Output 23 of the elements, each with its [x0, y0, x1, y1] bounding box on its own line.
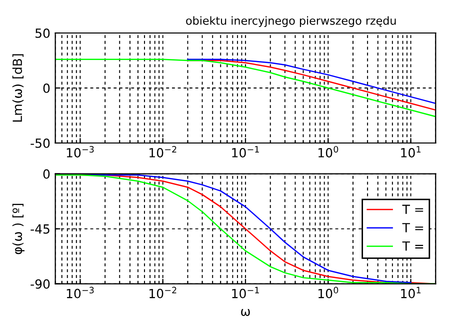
x-tick-label: 10$^{1}$ [401, 146, 421, 158]
y-tick-label: -90 [30, 279, 50, 289]
y-axis-title: φ(ω ) [º] [12, 204, 24, 254]
legend-label: T = [402, 223, 424, 232]
y-axis-title: Lm(ω) [dB] [12, 54, 24, 122]
y-tick-label: 0 [43, 169, 50, 179]
x-tick-label: 10$^{−1}$ [232, 146, 259, 158]
x-tick-label: 10$^{−1}$ [232, 286, 259, 298]
x-tick-label: 10$^{0}$ [318, 286, 338, 298]
legend-label: T = [402, 241, 424, 251]
legend-label: T = [402, 204, 424, 214]
x-axis-title: ω [241, 308, 250, 316]
x-tick-label: 10$^{0}$ [318, 146, 338, 158]
x-tick-label: 10$^{−3}$ [66, 146, 94, 158]
chart-title: obiektu inercyjnego pierwszego rzędu [186, 16, 396, 27]
y-tick-label: 0 [43, 83, 50, 93]
x-tick-label: 10$^{−2}$ [150, 286, 176, 298]
y-tick-label: 50 [36, 28, 50, 38]
x-tick-label: 10$^{−3}$ [66, 286, 94, 298]
y-tick-label: -45 [30, 224, 50, 234]
x-tick-label: 10$^{1}$ [401, 286, 421, 298]
y-tick-label: -50 [30, 138, 50, 148]
x-tick-label: 10$^{−2}$ [150, 146, 176, 158]
